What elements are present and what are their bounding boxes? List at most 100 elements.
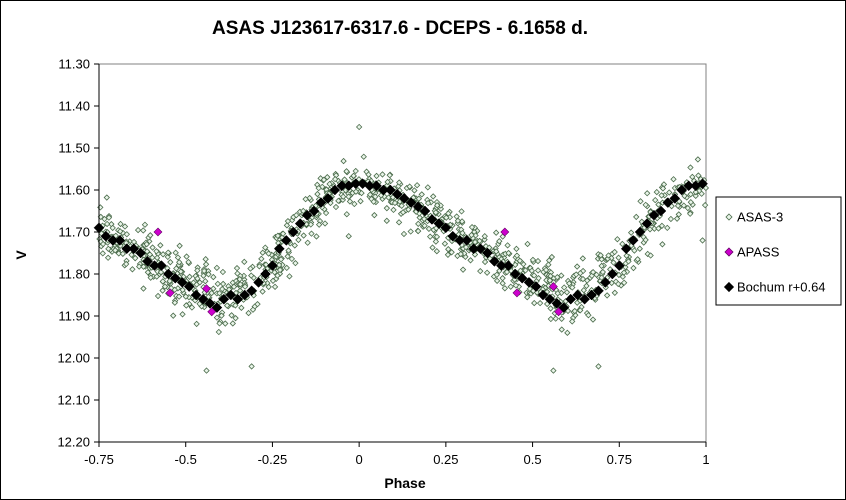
- asas3-point: [531, 299, 538, 307]
- asas3-point: [547, 305, 554, 312]
- asas3-point: [379, 171, 386, 178]
- asas3-point: [340, 157, 347, 165]
- asas3-point: [468, 231, 475, 239]
- bochum-point: [509, 268, 521, 280]
- asas3-point: [647, 252, 654, 259]
- asas3-point: [666, 189, 673, 196]
- asas3-point: [285, 247, 292, 254]
- legend-label: ASAS-3: [737, 210, 783, 225]
- asas3-point: [279, 230, 287, 237]
- asas3-point: [149, 254, 156, 261]
- asas3-point: [300, 207, 307, 215]
- asas3-point: [546, 277, 554, 284]
- asas3-point: [365, 171, 372, 178]
- asas3-point: [405, 206, 412, 213]
- asas3-point: [458, 208, 465, 215]
- asas3-point: [213, 314, 221, 321]
- asas3-point: [667, 215, 675, 223]
- asas3-point: [371, 212, 378, 219]
- bochum-point: [239, 289, 251, 301]
- asas3-point: [595, 363, 602, 370]
- asas3-point: [343, 168, 350, 175]
- apass-point: [554, 307, 564, 317]
- asas3-point: [589, 316, 597, 323]
- asas3-point: [530, 272, 538, 279]
- asas3-point: [684, 204, 691, 212]
- bochum-point: [593, 285, 604, 297]
- asas3-point: [232, 302, 239, 309]
- x-tick-label: 1: [702, 452, 709, 467]
- asas3-point: [627, 229, 635, 236]
- bochum-point: [385, 184, 396, 196]
- bochum-point: [294, 218, 306, 229]
- asas3-point: [219, 280, 227, 288]
- asas3-point: [658, 192, 665, 199]
- asas3-point: [324, 173, 331, 181]
- asas3-point: [245, 309, 252, 317]
- legend-marker: [725, 213, 733, 221]
- bochum-point: [142, 256, 153, 267]
- asas3-point: [136, 263, 143, 270]
- asas3-point: [619, 240, 626, 248]
- y-tick-label: 11.70: [58, 225, 90, 240]
- bochum-point: [523, 277, 535, 288]
- bochum-point: [183, 281, 195, 292]
- bochum-point: [163, 268, 174, 280]
- asas3-point: [563, 289, 571, 296]
- asas3-point: [695, 172, 702, 179]
- asas3-point: [210, 273, 217, 281]
- bochum-point: [697, 178, 708, 190]
- asas3-point: [352, 167, 359, 175]
- asas3-point: [659, 185, 667, 192]
- asas3-point: [687, 164, 694, 171]
- asas3-point: [680, 202, 688, 209]
- asas3-point: [274, 232, 282, 239]
- asas3-series: [96, 123, 710, 374]
- asas3-point: [218, 312, 225, 319]
- bochum-point: [516, 272, 528, 284]
- asas3-point: [171, 299, 179, 306]
- x-tick-label: -0.5: [175, 452, 197, 467]
- asas3-point: [194, 275, 201, 282]
- asas3-point: [256, 263, 263, 270]
- asas3-point: [157, 242, 164, 249]
- asas3-point: [396, 179, 403, 186]
- legend-marker: [723, 281, 735, 293]
- asas3-point: [258, 255, 265, 262]
- asas3-point: [315, 221, 323, 228]
- bochum-point: [315, 197, 327, 208]
- bochum-point: [565, 293, 577, 305]
- asas3-point: [320, 176, 328, 184]
- asas3-point: [293, 212, 300, 219]
- legend-marker: [724, 247, 734, 257]
- apass-point: [165, 288, 175, 298]
- asas3-point: [536, 299, 544, 307]
- bochum-point: [676, 184, 688, 196]
- asas3-point: [372, 193, 379, 200]
- asas3-point: [346, 198, 354, 205]
- asas3-point: [689, 173, 696, 181]
- asas3-point: [271, 283, 279, 291]
- bochum-point: [419, 205, 431, 217]
- legend-label: APASS: [737, 245, 780, 260]
- asas3-point: [550, 367, 557, 374]
- asas3-point: [573, 263, 581, 270]
- asas3-point: [471, 238, 479, 246]
- asas3-point: [448, 249, 455, 256]
- asas3-point: [415, 195, 423, 202]
- asas3-point: [511, 276, 518, 283]
- asas3-point: [598, 256, 605, 263]
- asas3-point: [232, 315, 239, 322]
- asas3-point: [604, 255, 611, 262]
- asas3-point: [205, 271, 212, 278]
- asas3-point: [620, 269, 628, 276]
- asas3-point: [219, 268, 227, 276]
- bochum-point: [176, 277, 188, 288]
- asas3-point: [545, 282, 552, 289]
- asas3-point: [630, 264, 637, 272]
- asas3-point: [445, 210, 452, 217]
- asas3-point: [167, 259, 174, 266]
- asas3-point: [185, 258, 192, 266]
- asas3-point: [505, 249, 512, 257]
- asas3-point: [615, 280, 622, 288]
